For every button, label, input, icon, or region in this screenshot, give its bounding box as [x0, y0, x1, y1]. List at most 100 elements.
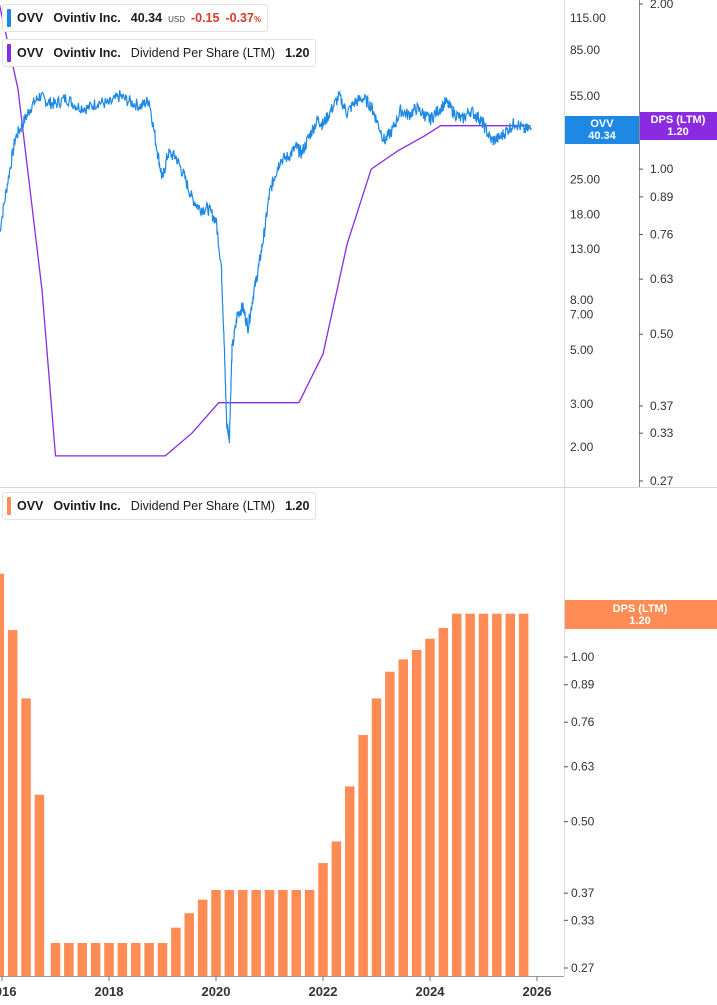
x-tick-label: 2026: [523, 984, 552, 999]
bar-label-name: DPS (LTM): [613, 603, 668, 615]
dps-bar: [211, 889, 221, 976]
legend-dps-bottom[interactable]: OVV Ovintiv Inc. Dividend Per Share (LTM…: [2, 492, 317, 520]
legend-price-symbol: OVV: [17, 11, 44, 25]
price-tick-label: 5.00: [570, 343, 594, 357]
legend-price-name: Ovintiv Inc.: [53, 11, 121, 25]
legend-dps-bottom-series: Dividend Per Share (LTM): [130, 499, 276, 513]
dps-bar: [398, 659, 408, 976]
dps-bar: [278, 889, 288, 976]
dps-bar: [318, 863, 328, 976]
dps-bar: [90, 942, 101, 976]
price-label-bg: [565, 116, 639, 144]
dps-bar: [171, 927, 181, 976]
price-swatch: [7, 9, 11, 27]
price-label-symbol: OVV: [590, 118, 614, 130]
change-pct-value: -0.37: [225, 11, 254, 25]
legend-price-change: -0.15: [190, 11, 220, 25]
dps-label-bg: [640, 112, 717, 140]
dps-bar: [21, 698, 31, 976]
x-axis-ticks: 2016 2018 2020 2022 2024 2026: [0, 976, 551, 999]
dps-bar: [184, 913, 194, 976]
dps-bar: [104, 942, 114, 976]
dps-bar: [358, 735, 368, 976]
dps-bar: [304, 889, 315, 976]
dps-tick-label: 0.89: [650, 190, 674, 204]
bar-tick-label: 0.37: [571, 886, 595, 900]
bar-tick-label: 1.00: [571, 650, 595, 664]
dps-bar: [291, 889, 301, 976]
dps-bar: [238, 889, 248, 976]
dps-label-value: 1.20: [667, 126, 688, 138]
dps-bar: [157, 942, 168, 976]
dps-axis-ticks: 2.00 1.00 0.89 0.76 0.63 0.50 0.37 0.33 0.27: [639, 0, 674, 488]
dps-bar: [465, 613, 475, 976]
price-tick-label: 2.00: [570, 440, 594, 454]
price-tick-label: 13.00: [570, 242, 600, 256]
dps-tick-label: 0.33: [650, 426, 674, 440]
dps-tick-label: 1.00: [650, 162, 674, 176]
dps-bar: [505, 613, 515, 976]
dps-tick-label: 0.63: [650, 272, 674, 286]
change-pct-sign: %: [253, 15, 262, 24]
price-tick-label: 85.00: [570, 43, 600, 57]
dps-bar: [117, 942, 128, 976]
legend-dps-bottom-name: Ovintiv Inc.: [53, 499, 121, 513]
bar-tick-label: 0.89: [571, 678, 595, 692]
price-tick-label: 25.00: [570, 173, 600, 187]
dps-bar: [131, 942, 141, 976]
bar-tick-label: 0.33: [571, 913, 595, 927]
dps-bar: [251, 889, 261, 976]
dps-top-swatch: [7, 44, 11, 62]
dps-bar: [331, 841, 342, 976]
dps-bar: [34, 794, 45, 976]
legend-price-change-pct: -0.37%: [225, 11, 261, 25]
dps-bar: [371, 698, 382, 976]
bar-tick-label: 0.76: [571, 715, 595, 729]
bar-current-label: DPS (LTM) 1.20: [565, 600, 717, 629]
dps-bar: [345, 786, 355, 976]
dps-line-series: [0, 4, 529, 457]
x-tick-label: 2016: [0, 984, 16, 999]
dps-bar: [425, 638, 435, 976]
dps-bars: [0, 573, 529, 976]
price-label-value: 40.34: [588, 130, 616, 142]
legend-dps-bottom-value: 1.20: [285, 499, 310, 513]
price-line-series: [0, 90, 532, 444]
legend-price[interactable]: OVV Ovintiv Inc. 40.34 USD -0.15 -0.37%: [2, 4, 269, 32]
dps-tick-label: 0.27: [650, 474, 674, 488]
price-tick-label: 18.00: [570, 207, 600, 221]
legend-dps-bottom-symbol: OVV: [17, 499, 44, 513]
dps-bar: [77, 942, 87, 976]
legend-price-value: 40.34: [130, 11, 163, 25]
dps-bar: [7, 630, 18, 976]
price-tick-label: 8.00: [570, 293, 594, 307]
legend-dps-top[interactable]: OVV Ovintiv Inc. Dividend Per Share (LTM…: [2, 39, 317, 67]
dps-bar: [224, 889, 235, 976]
dps-bar: [0, 573, 5, 976]
dps-tick-label: 0.76: [650, 227, 674, 241]
price-tick-label: 115.00: [570, 11, 606, 25]
legend-dps-top-value: 1.20: [285, 46, 310, 60]
dps-bottom-swatch: [7, 497, 11, 515]
x-tick-label: 2022: [309, 984, 338, 999]
price-tick-label: 55.00: [570, 89, 600, 103]
dps-tick-label: 0.37: [650, 399, 674, 413]
legend-dps-top-symbol: OVV: [17, 46, 44, 60]
bar-tick-label: 0.27: [571, 961, 595, 975]
bar-axis-ticks: 1.00 0.89 0.76 0.63 0.50 0.37 0.33 0.27: [564, 650, 595, 975]
dps-bar: [385, 671, 395, 976]
x-tick-label: 2018: [95, 984, 124, 999]
dps-bar: [478, 613, 489, 976]
dps-current-label: DPS (LTM) 1.20: [640, 112, 717, 140]
dps-bar: [452, 613, 462, 976]
dps-bar: [518, 613, 529, 976]
dps-bar: [438, 627, 449, 976]
dps-bar: [144, 942, 154, 976]
dps-bar: [411, 649, 422, 976]
legend-dps-top-series: Dividend Per Share (LTM): [130, 46, 276, 60]
legend-price-currency: USD: [168, 15, 185, 24]
bar-tick-label: 0.63: [571, 760, 595, 774]
price-tick-label: 3.00: [570, 397, 594, 411]
dps-tick-label: 2.00: [650, 0, 674, 11]
